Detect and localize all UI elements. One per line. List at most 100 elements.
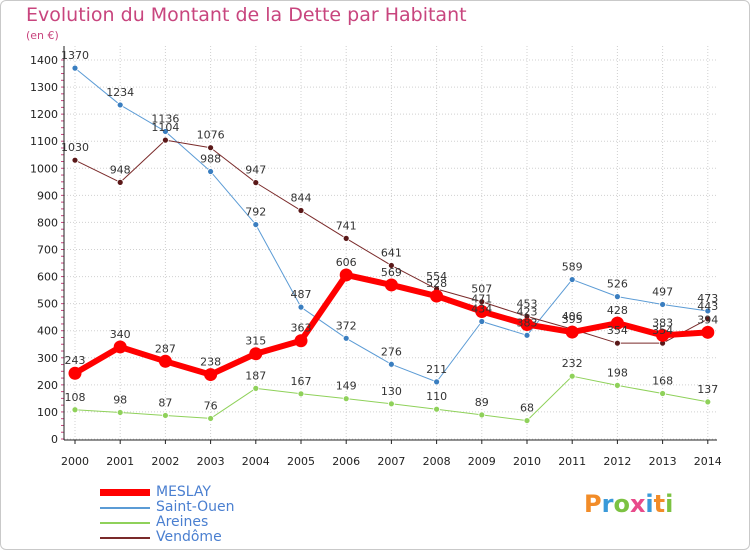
point-meslay [158, 354, 172, 368]
x-tick-label: 2002 [151, 455, 179, 468]
point-saint-ouen [71, 64, 79, 72]
data-label-saint-ouen: 383 [517, 316, 538, 329]
legend-item-meslay: MESLAY [100, 484, 340, 501]
point-vend-me [252, 179, 260, 187]
data-label-saint-ouen: 988 [200, 153, 221, 166]
logo-letter: x [629, 490, 646, 518]
data-label-vend-me: 948 [110, 163, 131, 176]
logo-letter: t [653, 490, 666, 518]
point-areines [161, 412, 169, 419]
point-saint-ouen [252, 221, 260, 228]
point-vend-me [478, 298, 486, 306]
point-areines [207, 415, 215, 422]
data-label-meslay: 340 [110, 328, 131, 341]
point-saint-ouen [342, 334, 350, 342]
point-vend-me [207, 144, 215, 152]
data-label-saint-ouen: 1234 [106, 86, 134, 99]
y-tick-label: 1100 [30, 135, 58, 148]
data-label-vend-me: 1076 [197, 129, 225, 142]
data-label-saint-ouen: 487 [291, 288, 312, 301]
point-vend-me [116, 178, 124, 186]
legend-swatch-saint-ouen [100, 507, 150, 509]
point-meslay [520, 317, 534, 331]
data-label-saint-ouen: 497 [652, 285, 673, 298]
data-label-meslay: 363 [291, 322, 312, 335]
x-tick-label: 2004 [242, 455, 270, 468]
point-meslay [249, 347, 263, 361]
logo-letter: i [665, 490, 674, 518]
point-saint-ouen [433, 378, 441, 386]
data-label-vend-me: 947 [245, 164, 266, 177]
data-label-areines: 89 [475, 396, 489, 409]
point-areines [342, 395, 350, 403]
point-saint-ouen [568, 276, 576, 283]
logo-letter: r [601, 490, 614, 518]
data-label-meslay: 606 [336, 256, 357, 269]
point-vend-me [71, 156, 79, 164]
x-tick-label: 2011 [558, 455, 586, 468]
data-label-areines: 149 [336, 380, 357, 393]
y-tick-label: 600 [37, 271, 58, 284]
point-meslay [565, 325, 579, 339]
data-label-areines: 167 [291, 375, 312, 388]
data-label-meslay: 287 [155, 342, 176, 355]
x-tick-label: 2012 [603, 455, 631, 468]
logo-letter: o [613, 490, 630, 518]
y-tick-label: 1000 [30, 162, 58, 175]
data-label-vend-me: 741 [336, 219, 357, 232]
point-meslay [113, 340, 127, 354]
x-tick-label: 2014 [694, 455, 722, 468]
point-areines [297, 390, 305, 398]
x-tick-label: 2008 [423, 455, 451, 468]
point-vend-me [297, 207, 305, 214]
point-areines [433, 405, 441, 413]
data-label-saint-ouen: 792 [245, 206, 266, 219]
point-saint-ouen [614, 293, 621, 301]
data-label-vend-me: 641 [381, 246, 402, 259]
x-tick-label: 2003 [197, 455, 225, 468]
data-label-areines: 87 [158, 396, 172, 409]
data-label-vend-me: 507 [471, 283, 492, 296]
data-label-vend-me: 1104 [151, 121, 179, 134]
legend-label-areines: Areines [156, 514, 209, 530]
chart-title: Evolution du Montant de la Dette par Hab… [26, 4, 467, 26]
legend-label-saint-ouen: Saint-Ouen [156, 499, 235, 515]
y-tick-label: 500 [37, 298, 58, 311]
data-label-saint-ouen: 434 [471, 303, 492, 316]
data-label-meslay: 243 [65, 354, 86, 367]
point-saint-ouen [161, 128, 169, 135]
data-label-meslay: 471 [471, 292, 492, 305]
data-label-saint-ouen: 1136 [151, 112, 179, 125]
legend-item-vendome: Vendôme [100, 529, 340, 546]
data-label-meslay: 528 [426, 277, 447, 290]
legend-swatch-vendome [100, 537, 150, 539]
unit-label: (en €) [26, 29, 59, 42]
point-saint-ouen [116, 101, 124, 109]
point-areines [523, 417, 531, 424]
point-meslay [68, 366, 82, 380]
data-label-saint-ouen: 1370 [61, 49, 89, 62]
data-label-areines: 232 [562, 357, 583, 370]
data-label-saint-ouen: 211 [426, 363, 447, 376]
point-vend-me [704, 315, 712, 323]
point-vend-me [342, 235, 350, 242]
x-tick-label: 2006 [332, 455, 360, 468]
point-vend-me [614, 339, 621, 347]
data-label-saint-ouen: 372 [336, 319, 357, 332]
data-label-meslay: 315 [245, 335, 266, 348]
x-tick-label: 2010 [513, 455, 541, 468]
data-label-vend-me: 406 [562, 310, 583, 323]
data-label-meslay: 394 [697, 313, 718, 326]
data-label-meslay: 238 [200, 356, 221, 369]
data-label-areines: 187 [245, 369, 266, 382]
point-areines [71, 406, 79, 414]
point-meslay [339, 268, 353, 282]
point-saint-ouen [478, 318, 486, 325]
point-meslay [475, 304, 489, 318]
data-label-vend-me: 1030 [61, 141, 89, 154]
logo-letter: i [645, 490, 654, 518]
point-areines [252, 384, 260, 392]
point-areines [614, 381, 621, 389]
data-label-vend-me: 443 [697, 300, 718, 313]
data-label-vend-me: 354 [652, 324, 673, 337]
